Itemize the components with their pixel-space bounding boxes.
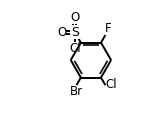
Text: O: O xyxy=(57,26,66,39)
Text: F: F xyxy=(105,22,112,35)
Text: Br: Br xyxy=(70,85,83,98)
Text: O: O xyxy=(70,11,80,24)
Text: Cl: Cl xyxy=(105,78,117,91)
Text: Cl: Cl xyxy=(69,42,81,55)
Text: S: S xyxy=(71,26,79,39)
